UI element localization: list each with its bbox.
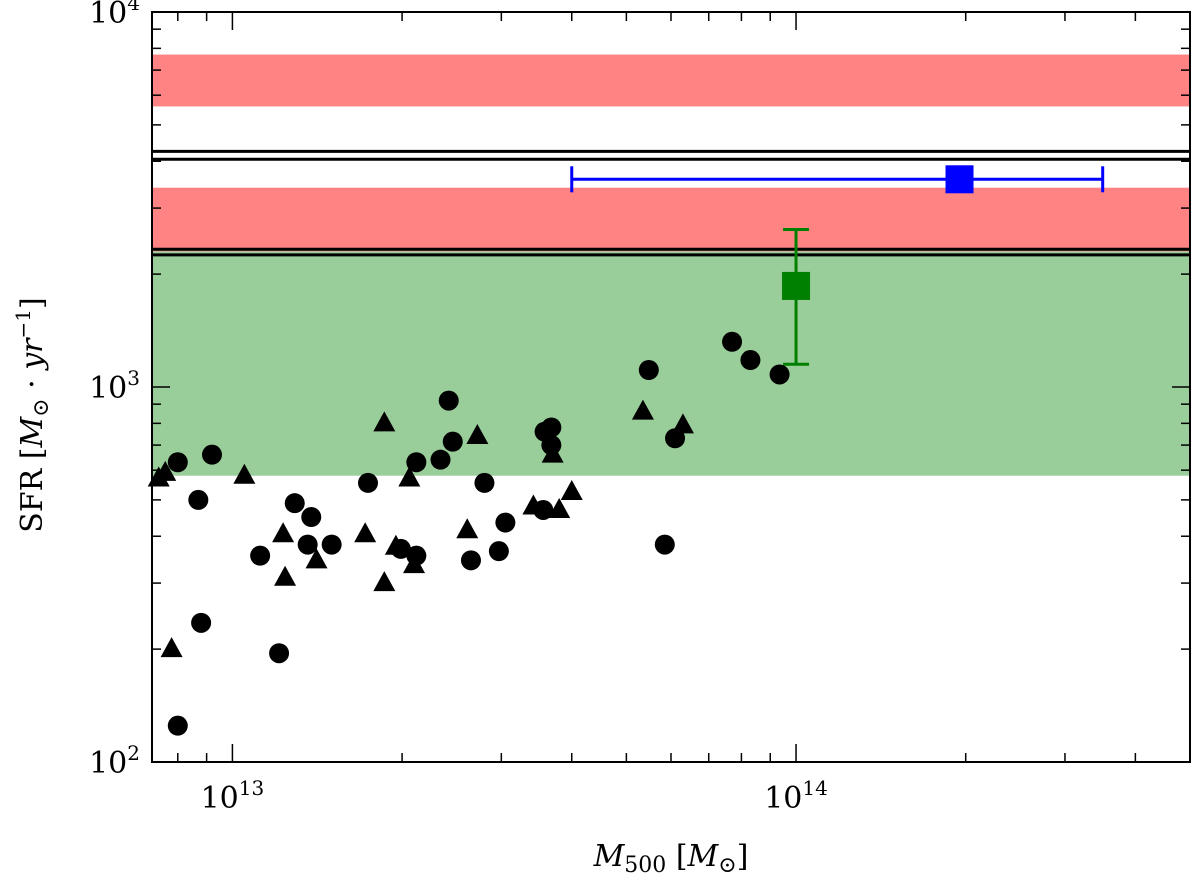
circle-point: [495, 512, 516, 533]
circle-point: [722, 331, 743, 352]
circle-point: [438, 390, 459, 411]
plot-frame: [151, 11, 1191, 763]
triangle-point: [466, 424, 489, 445]
triangle-point: [631, 399, 654, 420]
circle-point: [460, 550, 481, 571]
triangle-point: [305, 548, 328, 569]
x-tick-label: 1014: [764, 776, 828, 816]
circle-point: [321, 534, 342, 555]
y-tick-label: 104: [89, 0, 140, 31]
triangle-point: [384, 534, 407, 555]
circle-point: [638, 360, 659, 381]
red-band-lower: [152, 187, 1190, 252]
triangle-point: [560, 479, 583, 500]
triangle-point: [671, 413, 694, 434]
circle-point: [430, 449, 451, 470]
y-tick-label: 103: [89, 366, 140, 406]
triangle-point: [522, 494, 545, 515]
triangle-point: [272, 522, 295, 543]
circle-point: [284, 493, 305, 514]
y-axis-label: SFR [M⊙ · yr−1]: [11, 297, 54, 532]
circle-point: [167, 715, 188, 736]
triangle-point: [398, 466, 421, 487]
triangle-point: [160, 637, 183, 658]
triangle-point: [541, 442, 564, 463]
circle-point: [269, 643, 290, 664]
circle-point: [191, 612, 212, 633]
red-band-upper: [152, 54, 1190, 107]
y-tick-label: 102: [89, 741, 140, 781]
circle-point: [188, 489, 209, 510]
triangle-point: [403, 553, 426, 574]
circle-point: [202, 444, 223, 465]
circle-point: [250, 545, 271, 566]
circle-point: [769, 364, 790, 385]
triangle-point: [354, 522, 377, 543]
errorbars-layer: [570, 166, 1105, 366]
tick-labels: 1013 1014 102 103 104: [89, 0, 828, 816]
green-square-point: [782, 271, 811, 300]
circle-point: [488, 541, 509, 562]
circle-point: [740, 350, 761, 371]
triangle-point: [456, 518, 479, 539]
triangle-point: [373, 571, 396, 592]
circle-point: [357, 472, 378, 493]
circle-point: [474, 472, 495, 493]
circle-point: [654, 534, 675, 555]
triangle-point: [154, 460, 177, 481]
blue-square-point: [945, 165, 974, 194]
circle-point: [541, 417, 562, 438]
circle-point: [442, 431, 463, 452]
points-layer: [147, 165, 974, 736]
bands-layer: [152, 54, 1190, 476]
x-axis-label: M500 [M⊙]: [593, 839, 749, 878]
triangle-point: [373, 411, 396, 432]
x-tick-label: 1013: [201, 776, 265, 816]
circle-point: [297, 534, 318, 555]
circle-point: [301, 507, 322, 528]
triangle-point: [274, 565, 297, 586]
triangle-point: [548, 497, 571, 518]
circle-point: [167, 452, 188, 473]
hlines-layer: [152, 149, 1190, 257]
triangle-point: [233, 463, 256, 484]
circle-point: [406, 452, 427, 473]
